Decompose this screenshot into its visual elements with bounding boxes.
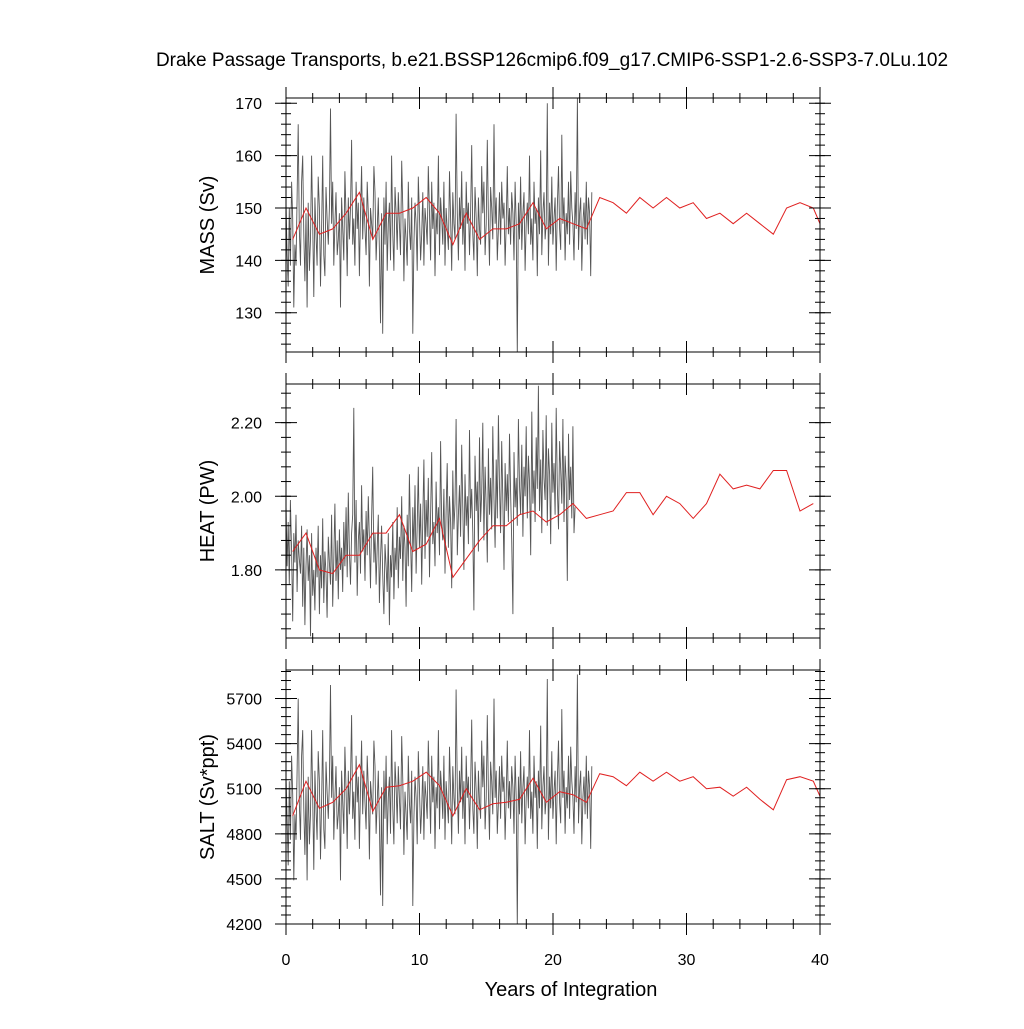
- x-tick-label: 40: [811, 952, 829, 969]
- panel-1: 130 140 150 160 170 MASS (Sv): [197, 87, 831, 363]
- series-annual-line: [292, 470, 814, 579]
- panel-2: 1.80 2.00 2.20 HEAT (PW): [197, 373, 831, 649]
- y-tick-label: 130: [235, 306, 262, 323]
- x-axis-label: Years of Integration: [485, 979, 658, 1001]
- y-tick-label: 4800: [226, 827, 262, 844]
- y-axis-label: MASS (Sv): [197, 176, 219, 275]
- y-tick-label: 5700: [226, 692, 262, 709]
- series-annual-line: [292, 191, 820, 246]
- series-monthly-line: [286, 98, 593, 352]
- y-tick-label: 2.00: [231, 489, 262, 506]
- y-tick-label: 160: [235, 149, 262, 166]
- series-monthly-line: [286, 674, 593, 924]
- y-tick-label: 5400: [226, 737, 262, 754]
- x-tick-label: 30: [678, 952, 696, 969]
- y-tick-label: 4200: [226, 917, 262, 934]
- y-tick-label: 5100: [226, 782, 262, 799]
- y-tick-label: 170: [235, 96, 262, 113]
- x-tick-label: 20: [544, 952, 562, 969]
- y-axis-label: SALT (Sv*ppt): [197, 734, 219, 860]
- chart-title: Drake Passage Transports, b.e21.BSSP126c…: [156, 50, 948, 71]
- x-tick-label: 10: [411, 952, 429, 969]
- series-monthly-line: [286, 385, 576, 637]
- y-axis-label: HEAT (PW): [197, 460, 219, 563]
- y-tick-label: 2.20: [231, 416, 262, 433]
- x-tick-label: 0: [282, 952, 291, 969]
- series-annual-line: [292, 763, 820, 817]
- y-tick-label: 150: [235, 201, 262, 218]
- y-tick-label: 1.80: [231, 563, 262, 580]
- y-tick-label: 4500: [226, 872, 262, 889]
- panel-3: 4200 4500 4800 5100 5400 5700 0 10 20 30 40 SALT (S…: [197, 659, 831, 1001]
- y-tick-label: 140: [235, 253, 262, 270]
